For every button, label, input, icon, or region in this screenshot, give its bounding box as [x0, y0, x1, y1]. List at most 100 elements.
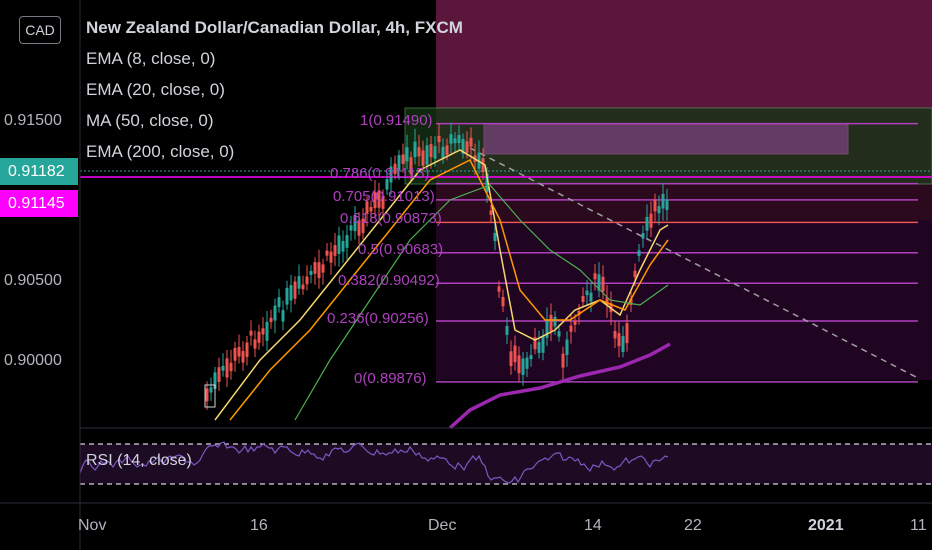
candle-body	[297, 276, 301, 289]
candle-body	[509, 351, 513, 367]
candle-body	[553, 316, 557, 327]
time-label-22: 22	[684, 517, 702, 534]
current-price-tag: 0.91182	[0, 158, 78, 185]
symbol-title[interactable]: New Zealand Dollar/Canadian Dollar, 4h, …	[86, 18, 463, 37]
fib-level-1: 1(0.91490)	[360, 112, 433, 129]
time-label-14: 14	[584, 517, 602, 534]
candle-body	[661, 193, 665, 209]
candle-body	[433, 146, 437, 159]
indicator-ma50[interactable]: MA (50, close, 0)	[86, 111, 214, 130]
candle-body	[465, 141, 469, 153]
candle-body	[457, 135, 461, 143]
candle-body	[337, 235, 341, 254]
candle-body	[469, 137, 473, 147]
candle-body	[229, 362, 233, 372]
candle-body	[273, 305, 277, 321]
candle-body	[485, 173, 489, 193]
rsi-line	[79, 441, 669, 484]
candle-body	[557, 331, 561, 337]
candle-body	[221, 365, 225, 371]
currency-button[interactable]: CAD	[19, 16, 61, 44]
candle-body	[525, 357, 529, 369]
candle-body	[397, 155, 401, 171]
candle-body	[425, 145, 429, 165]
indicator-ema8[interactable]: EMA (8, close, 0)	[86, 49, 216, 68]
candle-body	[641, 233, 645, 239]
candle-body	[613, 331, 617, 339]
candle-body	[581, 296, 585, 302]
candle-body	[565, 339, 569, 356]
price-label-090000: 0.90000	[4, 352, 62, 369]
candle-body	[349, 225, 353, 231]
candle-body	[309, 270, 313, 275]
candle-body	[481, 158, 485, 173]
candle-body	[325, 250, 329, 256]
candle-body	[529, 355, 533, 360]
level-price-tag: 0.91145	[0, 190, 78, 217]
candle-body	[437, 135, 441, 143]
candle-body	[657, 206, 661, 214]
candle-body	[537, 342, 541, 353]
candle-body	[217, 367, 221, 382]
candle-body	[345, 235, 349, 248]
candle-body	[289, 285, 293, 301]
rsi-indicator-label[interactable]: RSI (14, close)	[86, 452, 192, 469]
time-label-11: 11	[910, 517, 927, 534]
candle-body	[549, 314, 553, 332]
candle-body	[269, 317, 273, 323]
candle-body	[577, 310, 581, 316]
candle-body	[505, 325, 509, 335]
ema20-line	[229, 158, 669, 421]
price-label-091500: 0.91500	[4, 112, 62, 129]
candle-body	[277, 297, 281, 308]
candle-body	[237, 347, 241, 357]
candle-body	[409, 157, 413, 175]
candle-body	[605, 297, 609, 306]
indicator-ema20[interactable]: EMA (20, close, 0)	[86, 80, 225, 99]
candle-body	[401, 154, 405, 164]
fib-level-0: 0(0.89876)	[354, 370, 427, 387]
candle-body	[445, 145, 449, 155]
time-label-2021: 2021	[808, 517, 844, 534]
time-label-16: 16	[250, 517, 268, 534]
ema200-line	[448, 342, 671, 430]
candle-body	[361, 218, 365, 234]
candle-body	[421, 150, 425, 166]
candle-body	[665, 199, 669, 210]
fib-level-0382: 0.382(0.90492)	[338, 272, 440, 289]
candle-body	[357, 220, 361, 236]
candle-body	[381, 195, 385, 209]
candle-body	[633, 270, 637, 278]
candle-body	[429, 144, 433, 158]
candle-body	[333, 245, 337, 256]
candle-body	[621, 336, 625, 353]
candle-body	[597, 274, 601, 291]
candle-body	[653, 199, 657, 212]
candle-body	[317, 262, 321, 279]
candle-body	[413, 141, 417, 158]
candle-body	[569, 325, 573, 332]
candle-body	[417, 147, 421, 157]
candle-body	[281, 310, 285, 322]
candle-body	[521, 358, 525, 375]
candle-body	[253, 339, 257, 349]
time-label-dec: Dec	[428, 517, 457, 534]
candle-body	[213, 372, 217, 389]
candle-body	[313, 262, 317, 274]
candle-body	[461, 139, 465, 154]
candle-body	[517, 355, 521, 374]
candle-body	[241, 350, 245, 363]
candle-body	[637, 250, 641, 256]
candle-body	[205, 388, 209, 402]
candle-body	[245, 342, 249, 358]
candle-body	[453, 138, 457, 144]
chart-legend: New Zealand Dollar/Canadian Dollar, 4h, …	[86, 18, 463, 173]
fib-level-0236: 0.236(0.90256)	[327, 310, 429, 327]
rsi-band	[80, 444, 932, 484]
candle-body	[405, 147, 409, 162]
bar-marker	[204, 384, 216, 408]
candle-body	[393, 163, 397, 175]
indicator-ema200[interactable]: EMA (200, close, 0)	[86, 142, 235, 161]
candle-body	[257, 331, 261, 343]
